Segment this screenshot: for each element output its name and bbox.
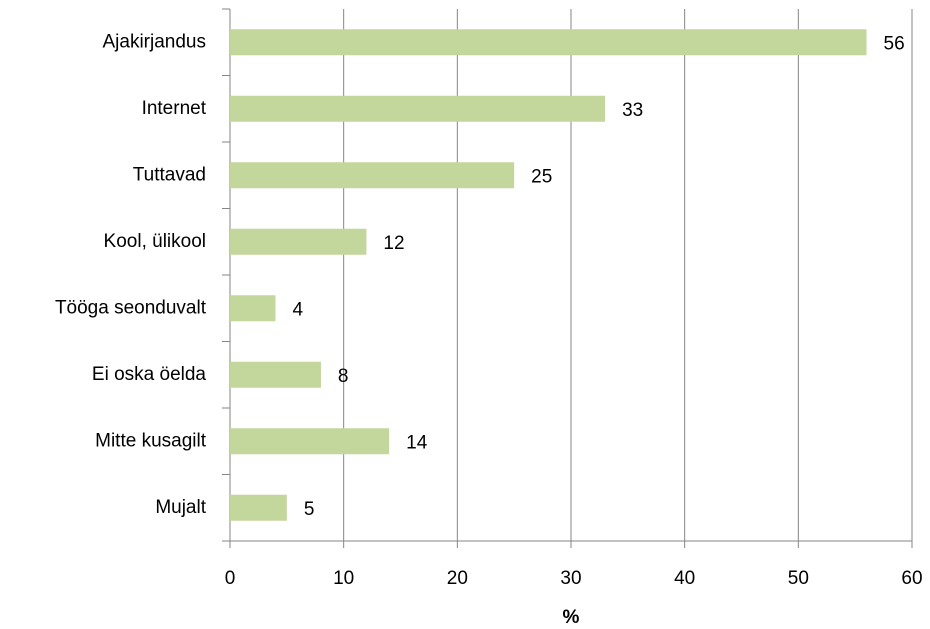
bar [230, 228, 367, 255]
y-tick-label: Mitte kusagilt [95, 430, 207, 451]
bar [230, 428, 390, 455]
data-label: 14 [406, 432, 428, 453]
x-tick-label: 10 [333, 568, 354, 589]
data-label: 25 [531, 166, 552, 187]
y-tick-label: Tuttavad [133, 164, 206, 185]
bar [230, 162, 515, 189]
bar [230, 295, 276, 322]
bar [230, 95, 606, 122]
bar [230, 29, 867, 56]
x-tick-label: 0 [225, 568, 236, 589]
y-tick-label: Kool, ülikool [104, 231, 206, 252]
x-tick-label: 50 [788, 568, 809, 589]
y-tick-label: Mujalt [155, 497, 206, 518]
y-tick-label: Ajakirjandus [103, 31, 207, 52]
data-label: 56 [884, 33, 905, 54]
data-label: 8 [338, 366, 349, 387]
data-label: 12 [383, 233, 404, 254]
x-tick-label: 60 [901, 568, 922, 589]
data-label: 33 [622, 100, 643, 121]
data-label: 4 [292, 299, 303, 320]
x-tick-label: 20 [447, 568, 468, 589]
bar [230, 494, 287, 521]
x-axis-label: % [563, 607, 580, 628]
x-tick-label: 30 [560, 568, 581, 589]
y-tick-label: Ei oska öelda [92, 364, 207, 385]
data-label: 5 [304, 499, 315, 520]
x-tick-label: 40 [674, 568, 695, 589]
bar [230, 361, 321, 388]
y-tick-label: Internet [142, 98, 207, 119]
y-tick-label: Tööga seonduvalt [55, 297, 207, 318]
